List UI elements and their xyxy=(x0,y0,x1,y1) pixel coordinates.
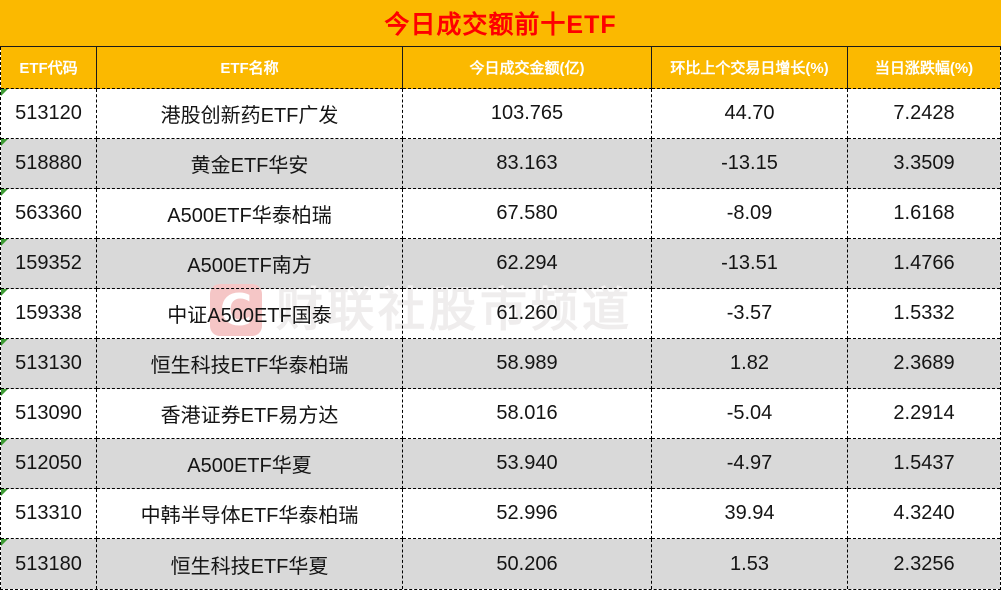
cell-etf-name: A500ETF南方 xyxy=(97,239,403,289)
cell-change: -5.04 xyxy=(652,389,848,439)
cell-change: 39.94 xyxy=(652,489,848,539)
cell-etf-code: 513090 xyxy=(1,389,97,439)
cell-turnover: 58.016 xyxy=(403,389,652,439)
cell-pct: 2.3689 xyxy=(848,339,1000,389)
cell-turnover: 50.206 xyxy=(403,539,652,589)
cell-etf-name: 中证A500ETF国泰 xyxy=(97,289,403,339)
table-row: 512050 A500ETF华夏 53.940 -4.97 1.5437 xyxy=(1,439,1000,489)
cell-pct: 1.5437 xyxy=(848,439,1000,489)
cell-etf-code: 159352 xyxy=(1,239,97,289)
cell-pct: 1.4766 xyxy=(848,239,1000,289)
cell-turnover: 83.163 xyxy=(403,139,652,189)
error-indicator-icon xyxy=(1,439,8,446)
table-row: 513090 香港证券ETF易方达 58.016 -5.04 2.2914 xyxy=(1,389,1000,439)
cell-change: 44.70 xyxy=(652,89,848,139)
cell-etf-name: 港股创新药ETF广发 xyxy=(97,89,403,139)
error-indicator-icon xyxy=(1,389,8,396)
cell-turnover: 67.580 xyxy=(403,189,652,239)
header-daily-pct-change: 当日涨跌幅(%) xyxy=(848,47,1000,89)
table-title: 今日成交额前十ETF xyxy=(0,0,1001,47)
table-grid: ETF代码 ETF名称 今日成交金额(亿) 环比上个交易日增长(%) 当日涨跌幅… xyxy=(0,47,1001,590)
header-etf-name: ETF名称 xyxy=(97,47,403,89)
error-indicator-icon xyxy=(1,189,8,196)
cell-etf-name: A500ETF华泰柏瑞 xyxy=(97,189,403,239)
cell-etf-name: 恒生科技ETF华夏 xyxy=(97,539,403,589)
table-row: 159352 A500ETF南方 62.294 -13.51 1.4766 xyxy=(1,239,1000,289)
cell-etf-code: 518880 xyxy=(1,139,97,189)
cell-etf-code: 513310 xyxy=(1,489,97,539)
cell-turnover: 103.765 xyxy=(403,89,652,139)
cell-pct: 1.6168 xyxy=(848,189,1000,239)
cell-pct: 3.3509 xyxy=(848,139,1000,189)
table-row: 518880 黄金ETF华安 83.163 -13.15 3.3509 xyxy=(1,139,1000,189)
error-indicator-icon xyxy=(1,289,8,296)
cell-etf-name: 黄金ETF华安 xyxy=(97,139,403,189)
cell-etf-name: 香港证券ETF易方达 xyxy=(97,389,403,439)
header-etf-code: ETF代码 xyxy=(1,47,97,89)
cell-turnover: 62.294 xyxy=(403,239,652,289)
cell-pct: 4.3240 xyxy=(848,489,1000,539)
error-indicator-icon xyxy=(1,489,8,496)
cell-etf-code: 512050 xyxy=(1,439,97,489)
cell-change: -13.51 xyxy=(652,239,848,289)
cell-pct: 7.2428 xyxy=(848,89,1000,139)
cell-turnover: 61.260 xyxy=(403,289,652,339)
table-row: 159338 中证A500ETF国泰 61.260 -3.57 1.5332 xyxy=(1,289,1000,339)
cell-change: -4.97 xyxy=(652,439,848,489)
cell-pct: 2.3256 xyxy=(893,552,955,575)
cell-etf-code: 513130 xyxy=(1,339,97,389)
error-indicator-icon xyxy=(1,239,8,246)
cell-etf-name: A500ETF华夏 xyxy=(97,439,403,489)
cell-turnover: 53.940 xyxy=(403,439,652,489)
cell-pct: 1.5332 xyxy=(848,289,1000,339)
error-indicator-icon xyxy=(1,89,8,96)
cell-etf-name: 恒生科技ETF华泰柏瑞 xyxy=(97,339,403,389)
error-indicator-icon xyxy=(1,139,8,146)
error-indicator-icon xyxy=(1,539,8,546)
cell-etf-code: 513180 xyxy=(1,539,97,589)
table-row: 513130 恒生科技ETF华泰柏瑞 58.989 1.82 2.3689 xyxy=(1,339,1000,389)
error-indicator-icon xyxy=(1,339,8,346)
cell-etf-name: 中韩半导体ETF华泰柏瑞 xyxy=(97,489,403,539)
cell-etf-code: 513120 xyxy=(1,89,97,139)
cell-turnover: 52.996 xyxy=(403,489,652,539)
cell-change: -13.15 xyxy=(652,139,848,189)
cell-change: 1.53 xyxy=(652,539,848,589)
cell-etf-code: 563360 xyxy=(1,189,97,239)
header-row: ETF代码 ETF名称 今日成交金额(亿) 环比上个交易日增长(%) 当日涨跌幅… xyxy=(1,47,1000,89)
header-change-vs-prev-day: 环比上个交易日增长(%) xyxy=(652,47,848,89)
header-turnover: 今日成交金额(亿) xyxy=(403,47,652,89)
table-row: 513310 中韩半导体ETF华泰柏瑞 52.996 39.94 4.3240 xyxy=(1,489,1000,539)
cell-pct: 2.2914 xyxy=(848,389,1000,439)
table-row: 513120 港股创新药ETF广发 103.765 44.70 7.2428 xyxy=(1,89,1000,139)
cell-turnover: 58.989 xyxy=(403,339,652,389)
cell-change: -3.57 xyxy=(652,289,848,339)
cell-etf-code: 159338 xyxy=(1,289,97,339)
cell-change: -8.09 xyxy=(652,189,848,239)
table-row: 513180 恒生科技ETF华夏 50.206 1.53 2.3256 xyxy=(1,539,1000,589)
cell-change: 1.82 xyxy=(652,339,848,389)
table-row: 563360 A500ETF华泰柏瑞 67.580 -8.09 1.6168 xyxy=(1,189,1000,239)
